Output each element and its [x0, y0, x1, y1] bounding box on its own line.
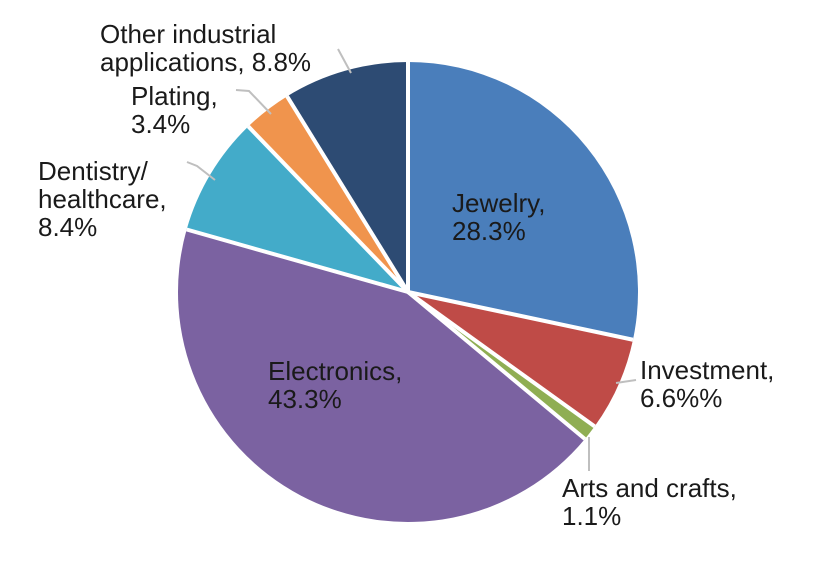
slice-separators: [186, 62, 634, 441]
slice-separator-2: [406, 290, 596, 429]
slice-separator-3: [406, 290, 587, 441]
slice-label-jewelry: Jewelry, 28.3%: [452, 188, 545, 246]
leader-line-other_industrial: [337, 48, 352, 74]
leader-lines: [186, 48, 637, 471]
leader-line-plating: [235, 89, 272, 115]
slice-separator-5: [246, 125, 410, 294]
slice-label-investment: Investment, 6.6%%: [640, 355, 774, 413]
slice-label-plating: Plating, 3.4%: [131, 81, 218, 139]
slice-label-dentistry_healthcare: Dentistry/healthcare, 8.4%: [38, 156, 167, 242]
slice-separator-4: [186, 227, 409, 294]
pie-slice-dentistry_healthcare: [186, 126, 408, 292]
slice-labels: Jewelry, 28.3% Investment, 6.6%% Arts and cr…: [38, 19, 774, 531]
pie-slice-plating: [248, 96, 408, 292]
pie-slice-jewelry: [408, 62, 639, 340]
slice-separator-1: [407, 290, 634, 342]
pie-slices: [177, 62, 639, 523]
pie-slice-other_industrial: [287, 62, 408, 292]
pie-slice-electronics: [177, 229, 585, 523]
leader-line-investment: [615, 379, 637, 384]
slice-label-electronics: Electronics, 43.3%: [268, 356, 402, 414]
leader-line-dentistry_healthcare: [186, 161, 216, 181]
slice-label-arts_and_crafts: Arts and crafts, 1.1%: [562, 473, 737, 531]
slice-separator-6: [285, 95, 410, 294]
pie-slice-investment: [408, 292, 633, 427]
slice-label-other_industrial: Other industrial applications, 8.8%: [100, 19, 311, 77]
